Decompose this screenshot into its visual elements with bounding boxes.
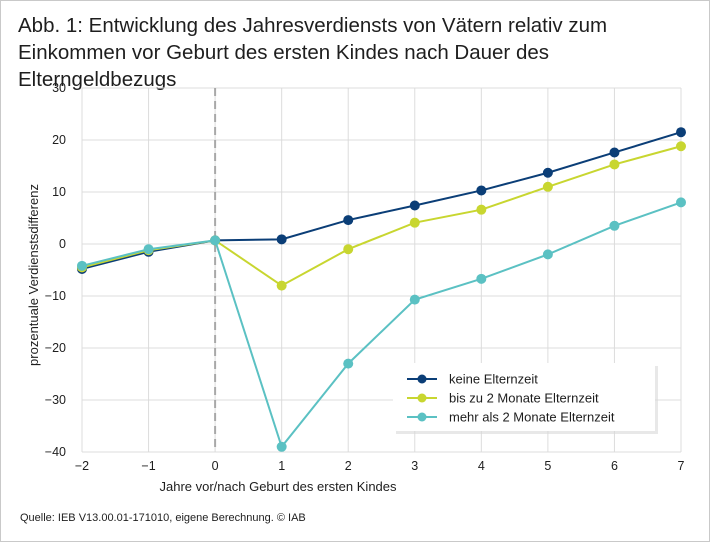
series-line bbox=[81, 145, 682, 287]
x-axis-label: Jahre vor/nach Geburt des ersten Kindes bbox=[159, 479, 397, 494]
legend-marker bbox=[417, 412, 427, 422]
grid-lines bbox=[81, 87, 682, 453]
data-point bbox=[343, 244, 354, 255]
data-point bbox=[409, 217, 420, 228]
x-tick-label: 1 bbox=[278, 459, 285, 473]
figure-title: Abb. 1: Entwicklung des Jahresverdiensts… bbox=[18, 14, 608, 91]
data-point bbox=[143, 244, 154, 255]
x-tick-label: 6 bbox=[611, 459, 618, 473]
data-point bbox=[409, 294, 420, 305]
data-point bbox=[276, 280, 287, 291]
y-tick-label: 20 bbox=[52, 133, 66, 147]
y-tick-label: −40 bbox=[45, 445, 66, 459]
series-line bbox=[81, 131, 682, 270]
legend-label: mehr als 2 Monate Elternzeit bbox=[449, 410, 615, 425]
legend-marker bbox=[417, 374, 427, 384]
data-point bbox=[609, 220, 620, 231]
data-point bbox=[210, 235, 221, 246]
x-tick-label: 4 bbox=[478, 459, 485, 473]
x-tick-label: −1 bbox=[141, 459, 155, 473]
data-point bbox=[542, 181, 553, 192]
source-note: Quelle: IEB V13.00.01-171010, eigene Ber… bbox=[20, 512, 306, 524]
legend-items: keine Elternzeit bis zu 2 Monate Elternze… bbox=[407, 372, 615, 425]
x-tick-label: 7 bbox=[678, 459, 685, 473]
x-tick-label: 3 bbox=[411, 459, 418, 473]
data-point bbox=[343, 215, 354, 226]
y-tick-label: −30 bbox=[45, 393, 66, 407]
data-point bbox=[542, 167, 553, 178]
data-point bbox=[276, 441, 287, 452]
data-point bbox=[276, 234, 287, 245]
x-tick-label: 5 bbox=[544, 459, 551, 473]
legend-item: bis zu 2 Monate Elternzeit bbox=[407, 391, 599, 406]
data-point bbox=[343, 358, 354, 369]
x-tick-label: 2 bbox=[345, 459, 352, 473]
data-point bbox=[609, 147, 620, 158]
data-point bbox=[476, 273, 487, 284]
y-axis-label: prozentuale Verdienstsdifferenz bbox=[26, 184, 41, 366]
series-1 bbox=[77, 127, 686, 274]
series-group bbox=[77, 127, 686, 452]
data-point bbox=[676, 197, 686, 208]
data-point bbox=[77, 260, 87, 271]
y-axis-ticks: 30 20 10 0 −10 −20 −30 −40 bbox=[45, 81, 66, 459]
data-point bbox=[676, 141, 686, 152]
data-point bbox=[676, 127, 686, 138]
y-tick-label: 0 bbox=[59, 237, 66, 251]
series-2 bbox=[77, 141, 686, 291]
legend-item: keine Elternzeit bbox=[407, 372, 538, 387]
y-tick-label: −20 bbox=[45, 341, 66, 355]
x-tick-label: −2 bbox=[75, 459, 89, 473]
y-tick-label: 30 bbox=[52, 81, 66, 95]
y-tick-label: −10 bbox=[45, 289, 66, 303]
data-point bbox=[476, 185, 487, 196]
data-point bbox=[476, 204, 487, 215]
data-point bbox=[409, 200, 420, 211]
data-point bbox=[542, 249, 553, 260]
legend: keine Elternzeit bis zu 2 Monate Elternze… bbox=[393, 363, 658, 434]
series-line bbox=[81, 201, 682, 449]
data-point bbox=[609, 159, 620, 170]
legend-label: keine Elternzeit bbox=[449, 372, 538, 387]
legend-item: mehr als 2 Monate Elternzeit bbox=[407, 410, 615, 425]
legend-label: bis zu 2 Monate Elternzeit bbox=[449, 391, 599, 406]
x-axis-ticks: −2 −1 0 1 2 3 4 5 6 7 bbox=[75, 459, 685, 473]
x-tick-label: 0 bbox=[212, 459, 219, 473]
y-tick-label: 10 bbox=[52, 185, 66, 199]
series-3 bbox=[77, 197, 686, 452]
legend-marker bbox=[417, 393, 427, 403]
